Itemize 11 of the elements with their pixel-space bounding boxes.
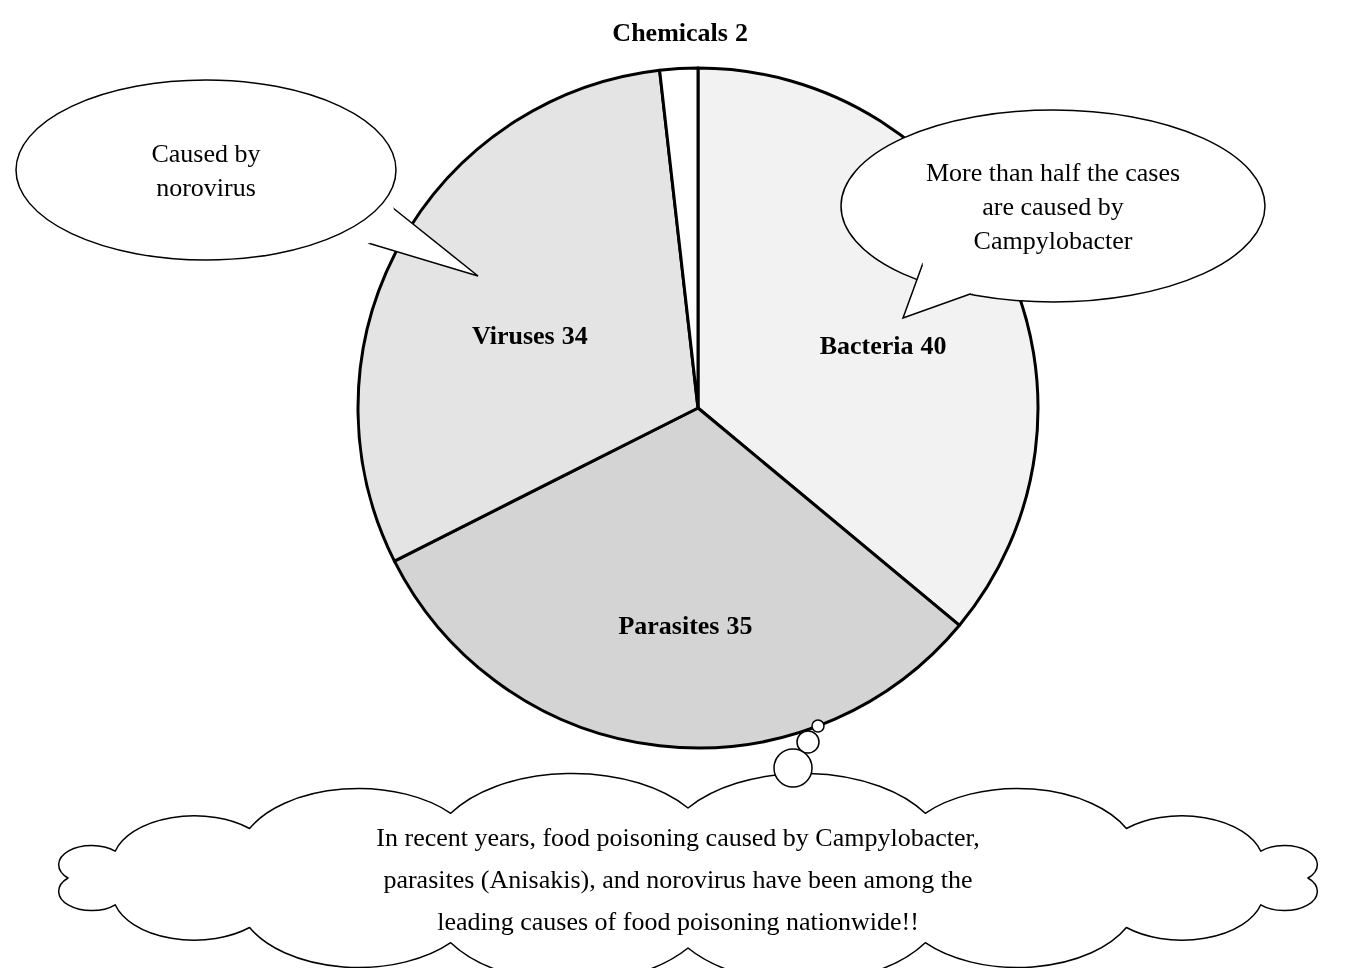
slice-label: Viruses	[471, 321, 555, 351]
legend-label: Bacteria	[819, 331, 914, 361]
data-label: 34	[561, 321, 588, 351]
slice-label: Parasites	[618, 610, 720, 640]
text: In recent years, food poisoning caused by Campylobacter, parasites (Anisakis), and norovirus have been among the leading causes of food poisoning nationwide!!	[376, 823, 980, 936]
slice-label: Chemicals	[612, 17, 728, 47]
data-label: 40	[920, 331, 947, 361]
text: Caused by norovirus	[151, 139, 261, 202]
data-label: 35	[726, 610, 753, 640]
text: More than half the cases are caused by Campylobacter	[925, 158, 1181, 255]
data-label: 2	[734, 17, 748, 47]
